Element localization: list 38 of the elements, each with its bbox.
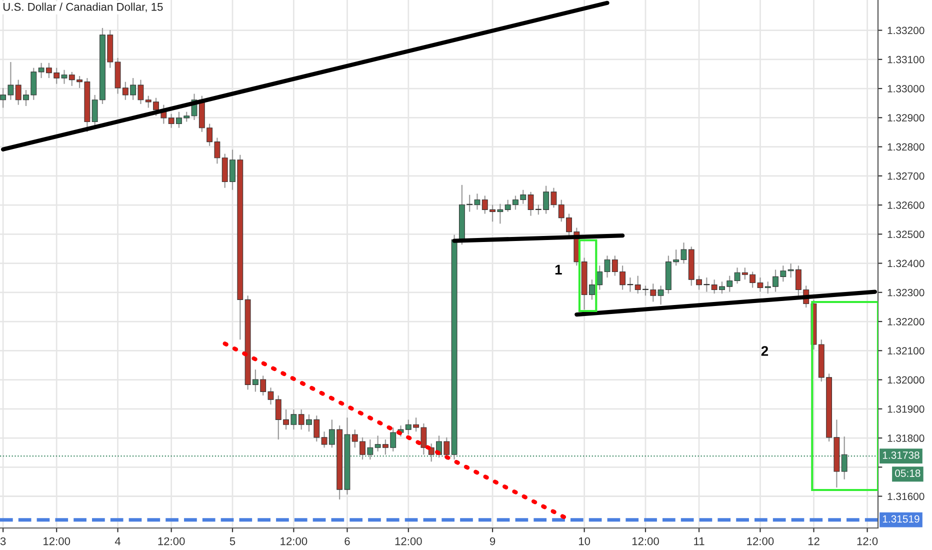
x-tick-label: 12:0 xyxy=(857,537,878,546)
y-tick-label: 1.31800 xyxy=(888,434,924,442)
x-tick-label: 5 xyxy=(230,537,236,546)
x-tick-label: 12:00 xyxy=(395,537,422,546)
x-tick-label: 11 xyxy=(694,537,704,546)
candlestick xyxy=(596,265,603,290)
y-tick-label: 1.32800 xyxy=(888,143,924,151)
y-tick-label: 1.33000 xyxy=(888,85,924,92)
y-tick-label: 1.32000 xyxy=(888,376,924,384)
y-tick-label: 1.31600 xyxy=(888,492,924,500)
y-tick-label: 1.32200 xyxy=(888,318,924,326)
chart-title: U.S. Dollar / Canadian Dollar, 15 xyxy=(3,2,163,12)
x-tick-label: 12:00 xyxy=(44,537,70,546)
y-tick-label: 1.32700 xyxy=(888,172,924,180)
x-tick-label: 12 xyxy=(808,537,820,546)
x-tick-label: 9 xyxy=(490,537,496,546)
y-tick-label: 1.33100 xyxy=(888,56,924,64)
y-tick-label: 1.32500 xyxy=(888,230,924,238)
x-tick-label: 3 xyxy=(0,537,6,546)
annotation: 1 xyxy=(555,264,562,274)
y-tick-label: 1.33200 xyxy=(888,26,924,34)
y-tick-label: 1.31900 xyxy=(888,405,924,413)
annotation: 2 xyxy=(761,346,768,356)
x-tick-label: 12:00 xyxy=(747,537,774,546)
ref-line-label: 1.31519 xyxy=(882,515,920,523)
x-tick-label: 12:00 xyxy=(280,537,308,546)
y-tick-label: 1.32600 xyxy=(888,202,924,209)
x-tick-label: 4 xyxy=(114,537,121,546)
text: 05:18 xyxy=(895,470,920,477)
x-tick-label: 6 xyxy=(344,537,350,546)
y-tick-label: 1.32100 xyxy=(888,347,924,355)
x-tick-label: 12:00 xyxy=(158,537,185,546)
y-tick-label: 1.32400 xyxy=(888,260,924,268)
y-tick-label: 1.32900 xyxy=(888,114,924,122)
x-tick-label: 10 xyxy=(578,537,590,546)
ref-line-label: 1.31738 xyxy=(882,451,920,459)
y-tick-label: 1.32300 xyxy=(888,288,924,296)
x-tick-label: 12:00 xyxy=(632,537,659,546)
